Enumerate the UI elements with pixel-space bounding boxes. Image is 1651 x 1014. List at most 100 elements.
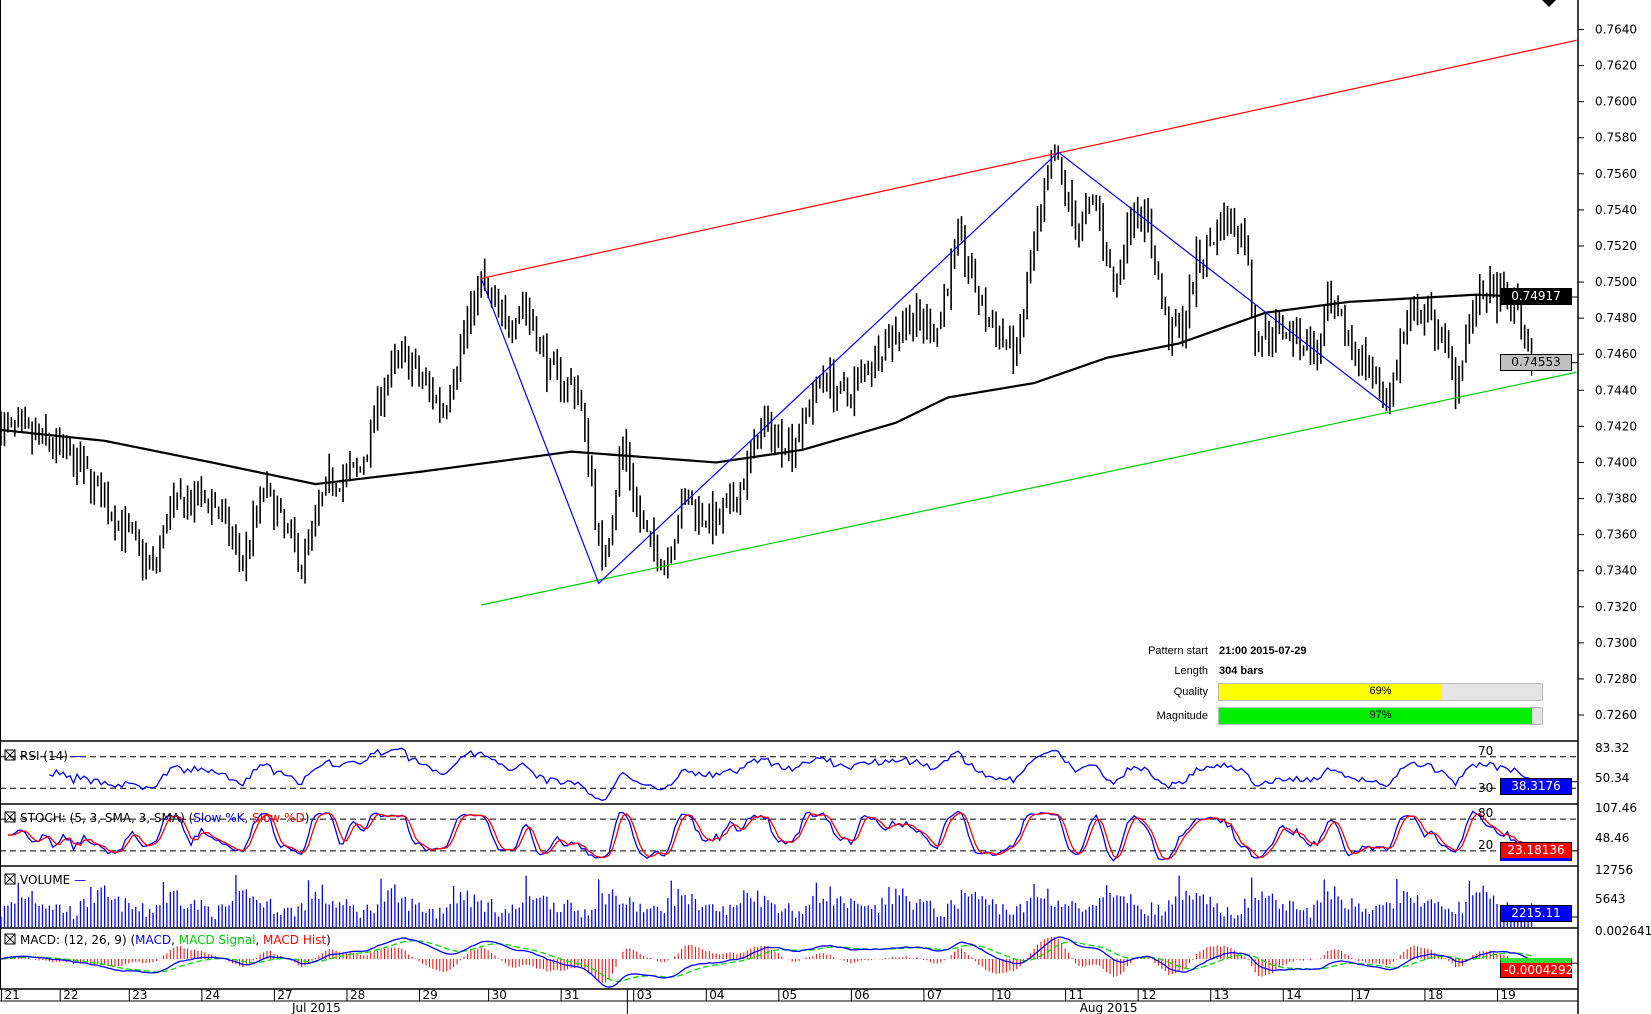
y-tick-label: 0.7620 bbox=[1595, 59, 1637, 73]
stoch-header-part: Slow %K bbox=[193, 811, 245, 825]
date-tick-label: 06 bbox=[854, 988, 869, 1002]
macd-header-part: MACD Hist bbox=[263, 933, 326, 947]
rsi-level-label: 70 bbox=[1478, 744, 1493, 758]
pattern-start-label: Pattern start bbox=[1148, 645, 1208, 657]
date-tick-label: 21 bbox=[4, 988, 19, 1002]
magnitude-bar-fill bbox=[1219, 708, 1533, 724]
date-tick-label: 31 bbox=[564, 988, 579, 1002]
volume-last-value-tag: 2215.11 bbox=[1500, 905, 1572, 922]
y-tick-label: 0.7260 bbox=[1595, 708, 1637, 722]
rsi-scale-label: 83.32 bbox=[1595, 741, 1629, 755]
macd-scale-label: 0.0026419 bbox=[1595, 924, 1651, 938]
y-tick-label: 0.7600 bbox=[1595, 95, 1637, 109]
stoch-header-part: Slow %D bbox=[252, 811, 305, 825]
y-tick-label: 0.7320 bbox=[1595, 600, 1637, 614]
y-tick-label: 0.7360 bbox=[1595, 528, 1637, 542]
stoch-header-part: ) bbox=[305, 811, 310, 825]
y-tick-label: 0.7560 bbox=[1595, 167, 1637, 181]
y-tick-label: 0.7300 bbox=[1595, 636, 1637, 650]
date-tick-label: 30 bbox=[492, 988, 507, 1002]
collapse-box-icon-stroke bbox=[4, 933, 16, 945]
quality-bar-fill bbox=[1219, 684, 1442, 700]
close-last-value-tag: 0.74553 bbox=[1500, 354, 1572, 371]
length-label: Length bbox=[1174, 665, 1208, 677]
rsi-last-value-tag: 38.3176 bbox=[1500, 778, 1572, 795]
date-tick-label: 23 bbox=[132, 988, 147, 1002]
quality-bar: 69% bbox=[1218, 683, 1543, 701]
macd-header-part: MACD bbox=[135, 933, 171, 947]
macd-header-part: MACD: (12, 26, 9) ( bbox=[20, 933, 135, 947]
macd-header-part: , bbox=[171, 933, 179, 947]
collapse-box-icon bbox=[4, 749, 16, 761]
collapse-box-icon bbox=[4, 811, 16, 823]
stoch-k-line bbox=[7, 810, 1532, 862]
y-tick-label: 0.7420 bbox=[1595, 419, 1637, 433]
y-tick-label: 0.7540 bbox=[1595, 203, 1637, 217]
macd-header-part: ) bbox=[326, 933, 331, 947]
magnitude-label: Magnitude bbox=[1156, 710, 1208, 722]
volume-scale-label: 5643 bbox=[1595, 892, 1626, 906]
date-tick-label: 05 bbox=[782, 988, 797, 1002]
macd-line bbox=[0, 936, 1532, 988]
collapse-box-icon-stroke bbox=[4, 811, 16, 823]
date-tick-label: 28 bbox=[350, 988, 365, 1002]
y-tick-label: 0.7380 bbox=[1595, 492, 1637, 506]
magnitude-value: 97% bbox=[1369, 709, 1392, 721]
stoch-header-part: , bbox=[245, 811, 253, 825]
date-tick-label: 03 bbox=[637, 988, 652, 1002]
rsi-scale-label: 50.34 bbox=[1595, 771, 1629, 785]
date-tick-label: 07 bbox=[927, 988, 942, 1002]
resistance-line bbox=[481, 39, 1577, 280]
moving-average-line bbox=[0, 293, 1532, 486]
y-tick-label: 0.7580 bbox=[1595, 131, 1637, 145]
date-tick-label: 11 bbox=[1069, 988, 1084, 1002]
date-tick-label: 10 bbox=[996, 988, 1011, 1002]
stoch-scale-label: 107.46 bbox=[1595, 801, 1637, 815]
volume-header: VOLUME — bbox=[20, 873, 86, 887]
sma-last-value-tag: 0.74917 bbox=[1500, 288, 1572, 305]
volume-header-part: — bbox=[70, 873, 86, 887]
y-tick-label: 0.7500 bbox=[1595, 275, 1637, 289]
date-tick-label: 18 bbox=[1428, 988, 1443, 1002]
stoch-header-part: STOCH: (5, 3, SMA, 3, SMA) ( bbox=[20, 811, 193, 825]
stoch-header: STOCH: (5, 3, SMA, 3, SMA) (Slow %K, Slo… bbox=[20, 811, 309, 825]
y-tick-label: 0.7460 bbox=[1595, 347, 1637, 361]
month-label: Aug 2015 bbox=[1080, 1001, 1138, 1014]
quality-label: Quality bbox=[1173, 686, 1208, 698]
date-tick-label: 14 bbox=[1286, 988, 1301, 1002]
date-tick-label: 17 bbox=[1355, 988, 1370, 1002]
macd-header-part: , bbox=[255, 933, 263, 947]
y-tick-label: 0.7340 bbox=[1595, 564, 1637, 578]
magnitude-bar: 97% bbox=[1218, 707, 1543, 725]
pattern-start-value: 21:00 2015-07-29 bbox=[1219, 645, 1307, 657]
volume-header-part: VOLUME bbox=[20, 873, 70, 887]
quality-value: 69% bbox=[1369, 685, 1392, 697]
rsi-level-label: 30 bbox=[1478, 781, 1493, 795]
date-tick-label: 12 bbox=[1141, 988, 1156, 1002]
collapse-box-icon bbox=[4, 933, 16, 945]
rsi-line bbox=[49, 747, 1532, 802]
collapse-box-icon bbox=[4, 873, 16, 885]
date-tick-label: 24 bbox=[205, 988, 220, 1002]
stoch-scale-label: 48.46 bbox=[1595, 831, 1629, 845]
rsi-header-part: — bbox=[68, 749, 84, 763]
date-tick-label: 19 bbox=[1500, 988, 1515, 1002]
y-tick-label: 0.7520 bbox=[1595, 239, 1637, 253]
zigzag-pattern-line bbox=[480, 151, 1391, 585]
macd-header: MACD: (12, 26, 9) (MACD, MACD Signal, MA… bbox=[20, 933, 331, 947]
y-tick-label: 0.7480 bbox=[1595, 311, 1637, 325]
stoch-last-value-tag: 23.18136 bbox=[1500, 842, 1572, 861]
stoch-d-line bbox=[7, 812, 1533, 860]
support-line bbox=[481, 371, 1577, 606]
rsi-header-part: RSI (14) bbox=[20, 749, 68, 763]
date-tick-label: 27 bbox=[277, 988, 292, 1002]
scroll-marker-icon bbox=[1542, 0, 1556, 7]
y-tick-label: 0.7440 bbox=[1595, 383, 1637, 397]
macd-signal-line bbox=[0, 940, 1532, 983]
macd-last-value-tag: -0.0004292 bbox=[1500, 958, 1573, 978]
collapse-box-icon-stroke bbox=[4, 749, 16, 761]
y-tick-label: 0.7640 bbox=[1595, 23, 1637, 37]
date-tick-label: 04 bbox=[709, 988, 724, 1002]
volume-scale-label: 12756 bbox=[1595, 863, 1633, 877]
